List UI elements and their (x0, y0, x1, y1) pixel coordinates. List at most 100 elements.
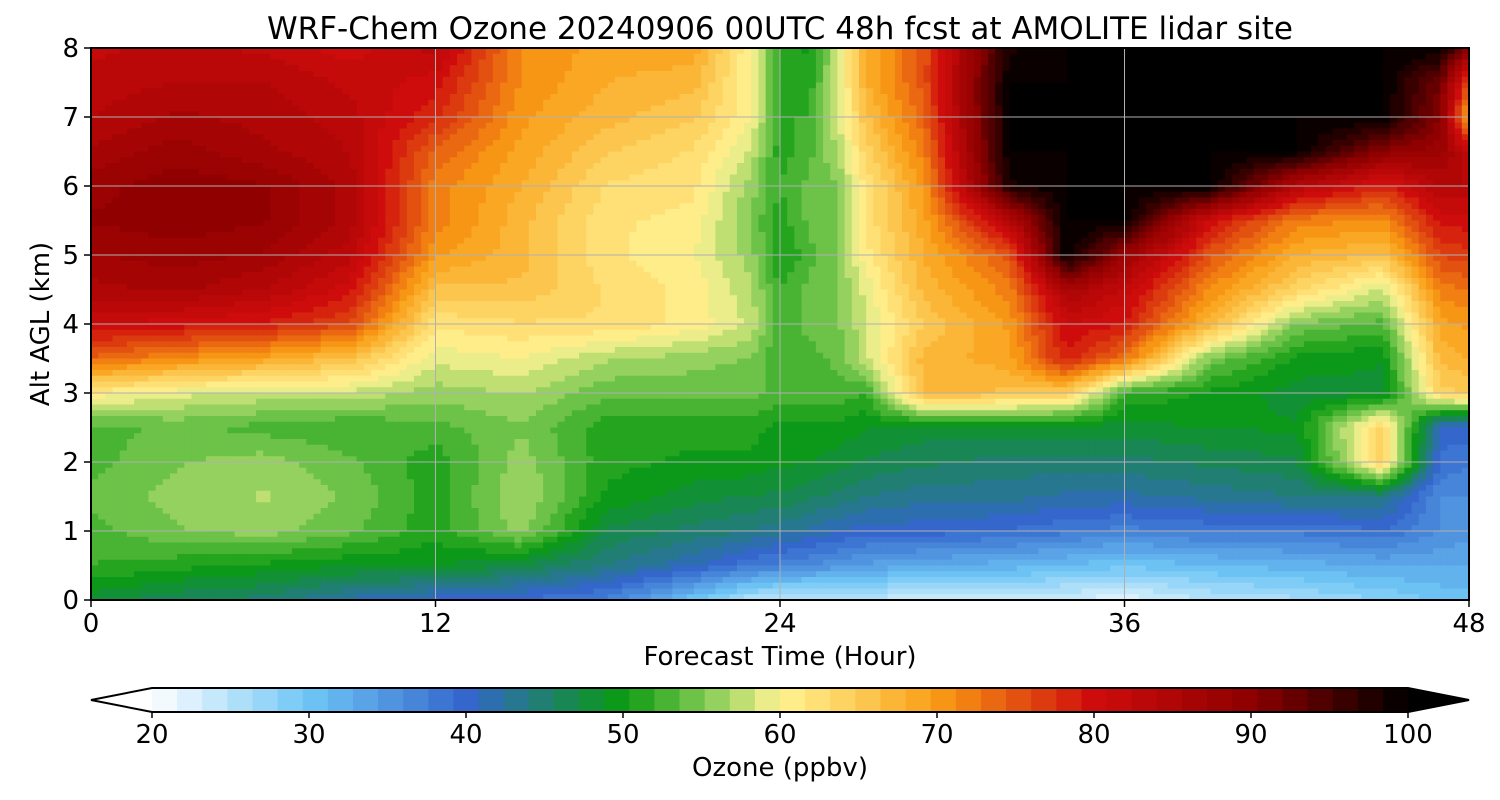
heatmap-cell (528, 151, 537, 158)
heatmap-cell (1038, 157, 1047, 164)
heatmap-cell (973, 117, 982, 124)
heatmap-cell (937, 128, 946, 135)
heatmap-cell (1411, 59, 1420, 66)
heatmap-cell (1354, 105, 1362, 112)
heatmap-cell (1361, 174, 1370, 181)
heatmap-cell (945, 71, 953, 78)
heatmap-cell (134, 48, 142, 55)
heatmap-cell (715, 180, 724, 187)
heatmap-cell (1009, 65, 1018, 72)
heatmap-cell (478, 134, 487, 141)
heatmap-cell (1318, 191, 1327, 199)
heatmap-cell (342, 145, 350, 153)
heatmap-cell (693, 157, 702, 164)
heatmap-cell (406, 82, 415, 89)
heatmap-cell (765, 117, 774, 124)
heatmap-cell (1246, 157, 1255, 164)
heatmap-cell (873, 145, 882, 153)
heatmap-cell (169, 168, 178, 176)
heatmap-cell (428, 186, 437, 193)
heatmap-cell (227, 174, 236, 181)
heatmap-cell (234, 99, 243, 107)
heatmap-cell (1325, 76, 1334, 84)
heatmap-cell (155, 163, 164, 170)
heatmap-cell (923, 128, 932, 135)
heatmap-cell (564, 168, 573, 176)
heatmap-cell (184, 71, 193, 78)
heatmap-cell (686, 94, 695, 101)
heatmap-cell (1282, 186, 1291, 193)
heatmap-cell (492, 71, 501, 78)
heatmap-cell (1131, 88, 1140, 95)
heatmap-cell (600, 82, 609, 89)
heatmap-cell (1074, 117, 1083, 124)
heatmap-cell (1311, 174, 1319, 181)
heatmap-cell (1074, 99, 1083, 107)
heatmap-cell (1153, 186, 1161, 193)
heatmap-cell (1217, 82, 1226, 89)
heatmap-cell (478, 105, 487, 112)
heatmap-cell (1067, 134, 1075, 141)
heatmap-cell (1181, 71, 1190, 78)
heatmap-cell (916, 163, 925, 170)
heatmap-cell (406, 140, 415, 147)
heatmap-cell (105, 163, 114, 170)
heatmap-cell (837, 94, 846, 101)
heatmap-cell (765, 122, 774, 130)
heatmap-cell (306, 48, 315, 55)
heatmap-cell (708, 82, 717, 89)
heatmap-cell (227, 105, 236, 112)
heatmap-cell (679, 145, 688, 153)
heatmap-cell (643, 94, 652, 101)
heatmap-cell (177, 191, 185, 199)
heatmap-cell (873, 99, 882, 107)
heatmap-cell (980, 82, 989, 89)
heatmap-cell (399, 128, 408, 135)
heatmap-cell (894, 111, 903, 118)
heatmap-cell (1052, 191, 1061, 199)
heatmap-cell (277, 105, 286, 112)
heatmap-cell (184, 191, 193, 199)
heatmap-cell (1024, 82, 1032, 89)
heatmap-cell (1153, 99, 1161, 107)
heatmap-cell (335, 145, 343, 153)
heatmap-cell (1059, 88, 1068, 95)
heatmap-cell (1217, 99, 1226, 107)
heatmap-cell (1375, 122, 1384, 130)
heatmap-cell (1181, 157, 1190, 164)
heatmap-cell (248, 191, 257, 199)
heatmap-cell (248, 174, 257, 181)
heatmap-cell (1282, 151, 1291, 158)
heatmap-cell (349, 88, 358, 95)
heatmap-cell (1074, 168, 1083, 176)
heatmap-cell (421, 99, 429, 107)
heatmap-cell (1390, 53, 1398, 61)
heatmap-cell (1397, 151, 1406, 158)
heatmap-cell (514, 53, 523, 61)
heatmap-cell (657, 180, 666, 187)
heatmap-cell (184, 65, 193, 72)
heatmap-cell (1332, 82, 1341, 89)
heatmap-cell (650, 71, 659, 78)
heatmap-cell (902, 65, 910, 72)
heatmap-cell (729, 134, 738, 141)
heatmap-cell (1131, 65, 1140, 72)
heatmap-cell (758, 151, 767, 158)
heatmap-cell (557, 53, 566, 61)
heatmap-cell (808, 117, 817, 124)
heatmap-cell (313, 191, 322, 199)
heatmap-cell (141, 157, 150, 164)
heatmap-cell (1433, 117, 1441, 124)
heatmap-cell (205, 105, 214, 112)
heatmap-cell (1246, 48, 1255, 55)
heatmap-cell (112, 191, 121, 199)
heatmap-cell (995, 122, 1004, 130)
heatmap-cell (1239, 191, 1248, 199)
heatmap-cell (686, 48, 695, 55)
heatmap-cell (780, 128, 788, 135)
heatmap-cell (1361, 82, 1370, 89)
heatmap-cell (1418, 111, 1427, 118)
heatmap-cell (622, 111, 630, 118)
heatmap-cell (277, 71, 286, 78)
heatmap-cell (1282, 111, 1291, 118)
